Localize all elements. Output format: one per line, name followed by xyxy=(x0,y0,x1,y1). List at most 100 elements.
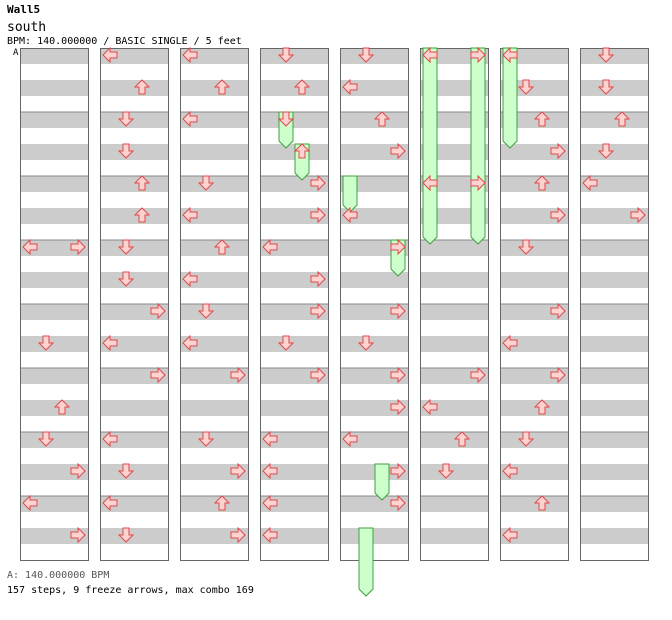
freeze-arrow xyxy=(422,47,438,245)
chart-column xyxy=(580,48,649,561)
step-arrow-right xyxy=(310,302,326,320)
beat-band xyxy=(420,432,488,448)
beat-band xyxy=(420,496,488,512)
step-arrow-right xyxy=(470,174,486,192)
step-arrow-down xyxy=(597,143,615,159)
beat-band xyxy=(420,464,488,480)
chart-column xyxy=(420,48,489,561)
step-arrow-down xyxy=(357,335,375,351)
beat-band xyxy=(180,80,248,96)
step-arrow-left xyxy=(502,462,518,480)
step-arrow-up xyxy=(293,143,311,159)
step-arrow-up xyxy=(213,239,231,255)
step-arrow-up xyxy=(133,175,151,191)
beat-band xyxy=(100,240,168,256)
step-arrow-right xyxy=(390,462,406,480)
step-arrow-left xyxy=(342,78,358,96)
beat-band xyxy=(260,400,328,416)
beat-band xyxy=(20,176,88,192)
beat-band xyxy=(100,144,168,160)
step-arrow-down xyxy=(277,47,295,63)
step-arrow-down xyxy=(117,143,135,159)
chart-column xyxy=(20,48,89,561)
beat-band xyxy=(580,464,648,480)
step-arrow-right xyxy=(310,270,326,288)
beat-band xyxy=(20,432,88,448)
beat-band xyxy=(580,368,648,384)
step-arrow-right xyxy=(70,238,86,256)
beat-band xyxy=(580,304,648,320)
step-arrow-right xyxy=(390,238,406,256)
step-arrow-up xyxy=(213,495,231,511)
step-arrow-right xyxy=(550,206,566,224)
beat-band xyxy=(20,208,88,224)
step-arrow-right xyxy=(390,398,406,416)
beat-band xyxy=(500,432,568,448)
step-arrow-right xyxy=(150,302,166,320)
freeze-arrow xyxy=(358,527,374,597)
step-arrow-left xyxy=(502,526,518,544)
step-arrow-up xyxy=(613,111,631,127)
beat-band xyxy=(260,144,328,160)
step-arrow-right xyxy=(310,206,326,224)
step-arrow-up xyxy=(533,111,551,127)
beat-band xyxy=(260,112,328,128)
step-arrow-left xyxy=(182,334,198,352)
step-arrow-left xyxy=(262,526,278,544)
chart-column xyxy=(100,48,169,561)
beat-band xyxy=(500,400,568,416)
freeze-arrow xyxy=(502,47,518,149)
step-arrow-right xyxy=(470,46,486,64)
step-arrow-down xyxy=(437,463,455,479)
beat-band xyxy=(580,144,648,160)
step-arrow-left xyxy=(262,238,278,256)
step-arrow-right xyxy=(550,366,566,384)
beat-band xyxy=(580,112,648,128)
step-arrow-left xyxy=(262,462,278,480)
step-arrow-down xyxy=(197,175,215,191)
step-arrow-left xyxy=(182,110,198,128)
beat-band xyxy=(340,336,408,352)
step-arrow-down xyxy=(117,463,135,479)
step-arrow-left xyxy=(502,46,518,64)
beat-band xyxy=(500,240,568,256)
step-arrow-right xyxy=(470,366,486,384)
step-arrow-left xyxy=(102,430,118,448)
step-arrow-down xyxy=(517,79,535,95)
step-arrow-up xyxy=(533,175,551,191)
step-arrow-left xyxy=(102,46,118,64)
step-arrow-left xyxy=(262,430,278,448)
beat-band xyxy=(340,272,408,288)
footer-stats: 157 steps, 9 freeze arrows, max combo 16… xyxy=(7,585,254,596)
step-arrow-up xyxy=(133,79,151,95)
step-arrow-down xyxy=(37,431,55,447)
step-arrow-left xyxy=(22,494,38,512)
beat-band xyxy=(260,80,328,96)
freeze-arrow xyxy=(470,47,486,245)
step-arrow-right xyxy=(550,302,566,320)
beat-band xyxy=(180,176,248,192)
step-arrow-up xyxy=(373,111,391,127)
step-arrow-right xyxy=(230,366,246,384)
step-arrow-right xyxy=(310,174,326,192)
beat-band xyxy=(340,528,408,544)
beat-band xyxy=(20,272,88,288)
step-arrow-down xyxy=(597,47,615,63)
step-arrow-down xyxy=(37,335,55,351)
step-arrow-left xyxy=(22,238,38,256)
step-arrow-left xyxy=(582,174,598,192)
step-arrow-down xyxy=(517,239,535,255)
step-arrow-right xyxy=(550,142,566,160)
beat-band xyxy=(180,144,248,160)
step-arrow-down xyxy=(197,303,215,319)
beat-band xyxy=(100,208,168,224)
step-arrow-up xyxy=(53,399,71,415)
beat-band xyxy=(20,112,88,128)
beat-band xyxy=(180,400,248,416)
beat-band xyxy=(580,432,648,448)
step-arrow-right xyxy=(390,302,406,320)
step-arrow-down xyxy=(117,527,135,543)
step-arrow-down xyxy=(277,335,295,351)
beat-band xyxy=(500,176,568,192)
